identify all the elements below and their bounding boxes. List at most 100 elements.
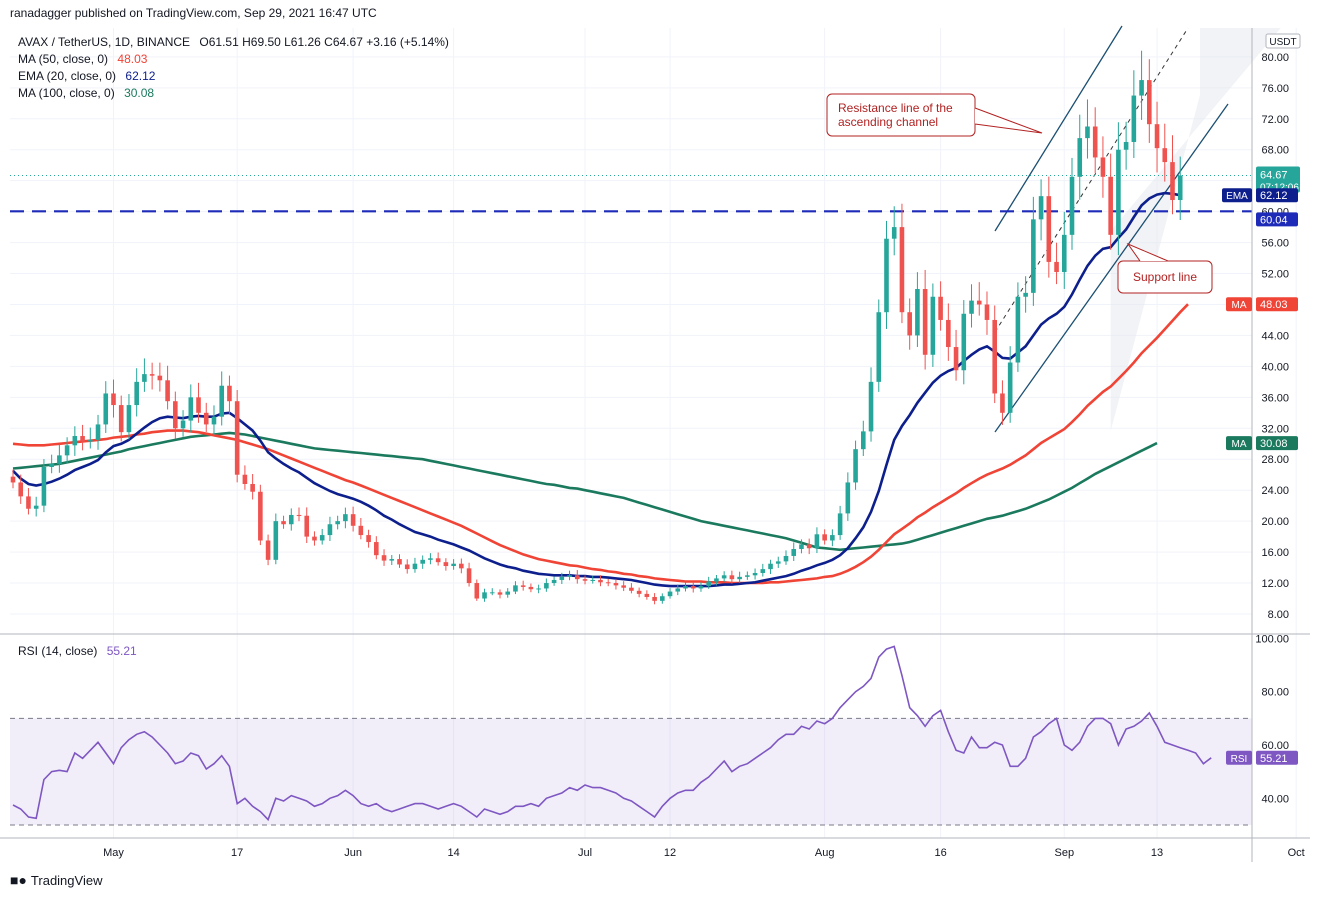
level-value-tag-bg bbox=[1256, 212, 1298, 227]
candle-body bbox=[714, 578, 719, 582]
candle-body bbox=[134, 381, 139, 406]
candle-body bbox=[961, 313, 967, 371]
candle-body bbox=[312, 536, 317, 541]
rsi-tick-label: 40.00 bbox=[1261, 793, 1289, 805]
candle-body bbox=[1139, 80, 1144, 96]
candle-body bbox=[930, 296, 936, 355]
countdown-tag: 07:12:06 bbox=[1260, 182, 1299, 193]
candle-body bbox=[428, 558, 433, 560]
candle-body bbox=[1092, 126, 1098, 158]
legend-ma50[interactable]: MA (50, close, 0) 48.03 bbox=[18, 52, 147, 66]
candle-body bbox=[660, 596, 665, 601]
candle-body bbox=[1054, 261, 1059, 272]
candle-body bbox=[891, 227, 897, 239]
brand-name: TradingView bbox=[30, 872, 103, 888]
candle-body bbox=[149, 374, 155, 376]
candle-body bbox=[976, 300, 982, 305]
candle-body bbox=[729, 575, 735, 580]
candle-body bbox=[366, 535, 371, 543]
legend-ema20[interactable]: EMA (20, close, 0) 62.12 bbox=[18, 69, 155, 83]
candle-body bbox=[203, 412, 209, 425]
candle-body bbox=[288, 514, 294, 525]
candle-body bbox=[621, 585, 626, 588]
candle-body bbox=[358, 525, 364, 536]
currency-box bbox=[1265, 33, 1301, 49]
ma50-value-tag: 48.03 bbox=[1260, 299, 1288, 311]
candle-body bbox=[1000, 393, 1005, 413]
candle-body bbox=[644, 593, 650, 597]
candle-body bbox=[706, 581, 711, 587]
y-tick-label: 56.00 bbox=[1261, 238, 1289, 250]
candle-body bbox=[567, 575, 572, 577]
horizontal-level bbox=[10, 174, 1252, 213]
candle-body bbox=[397, 559, 402, 565]
candle-body bbox=[922, 289, 928, 355]
candle-body bbox=[234, 401, 240, 475]
tradingview-logo[interactable]: ■● TradingView bbox=[10, 872, 102, 888]
candle-body bbox=[10, 476, 16, 483]
y-tick-label: 72.00 bbox=[1261, 114, 1289, 126]
rsi-band bbox=[10, 718, 1252, 825]
candle-body bbox=[915, 289, 920, 336]
rsi-label: RSI (14, close) bbox=[18, 644, 98, 658]
candle-body bbox=[636, 590, 642, 594]
candle-body bbox=[281, 521, 286, 525]
rsi-value-tag-bg bbox=[1256, 750, 1298, 765]
candle-body bbox=[698, 586, 704, 589]
ema-tag-name-bg bbox=[1222, 188, 1252, 203]
candle-body bbox=[845, 482, 851, 514]
x-tick-label: 12 bbox=[664, 847, 676, 859]
legend-symbol: AVAX / TetherUS, 1D, BINANCE O61.51 H69.… bbox=[18, 35, 449, 49]
candle-body bbox=[57, 455, 62, 464]
x-tick-label: 14 bbox=[447, 847, 459, 859]
legend-ma100[interactable]: MA (100, close, 0) 30.08 bbox=[18, 86, 154, 100]
ma50-value: 48.03 bbox=[117, 52, 148, 66]
channel-support-line bbox=[994, 103, 1229, 433]
candle-body bbox=[88, 439, 93, 442]
candle-body bbox=[1085, 126, 1090, 139]
candle-body bbox=[1147, 80, 1152, 125]
candle-body bbox=[489, 592, 495, 594]
candle-body bbox=[652, 596, 657, 601]
candle-body bbox=[111, 393, 116, 406]
ema20-label: EMA (20, close, 0) bbox=[18, 69, 117, 83]
candle-body bbox=[227, 385, 232, 402]
candle-body bbox=[1177, 175, 1183, 201]
level-value-tag: 60.04 bbox=[1260, 214, 1288, 226]
candle-body bbox=[126, 405, 132, 433]
candle-body bbox=[211, 416, 217, 425]
y-tick-label: 52.00 bbox=[1261, 269, 1289, 281]
ema-tag-name: EMA bbox=[1226, 191, 1248, 202]
axes: 8.00 12.00 16.00 20.00 24.00 28.00 32.00 36.00 4… bbox=[0, 28, 1310, 862]
candle-body bbox=[466, 568, 472, 584]
candle-body bbox=[103, 393, 109, 425]
candle-body bbox=[327, 524, 333, 536]
tradingview-icon: ■● bbox=[10, 872, 27, 888]
candle-body bbox=[319, 535, 325, 541]
rsi-value-tag: 55.21 bbox=[1260, 753, 1288, 765]
candle-body bbox=[737, 576, 742, 580]
legend-rsi[interactable]: RSI (14, close) 55.21 bbox=[18, 644, 137, 658]
candle-body bbox=[497, 592, 503, 595]
ema20-line bbox=[12, 191, 1181, 588]
y-tick-label: 68.00 bbox=[1261, 145, 1289, 157]
ma50-label: MA (50, close, 0) bbox=[18, 52, 109, 66]
candle-body bbox=[26, 496, 31, 509]
candle-body bbox=[992, 319, 998, 394]
ma50-value-tag-bg bbox=[1256, 297, 1298, 312]
x-tick-label: 17 bbox=[231, 847, 243, 859]
candle-body bbox=[768, 563, 773, 570]
candle-body bbox=[806, 544, 812, 549]
rsi-value: 55.21 bbox=[106, 644, 137, 658]
candle-body bbox=[412, 563, 418, 570]
y-tick-label: 28.00 bbox=[1261, 454, 1289, 466]
candle-body bbox=[1046, 196, 1052, 262]
candle-body bbox=[1108, 176, 1113, 235]
candle-body bbox=[343, 514, 348, 522]
channel-resistance-line bbox=[994, 25, 1123, 232]
candle-body bbox=[273, 521, 279, 560]
candle-body bbox=[953, 347, 959, 371]
candle-body bbox=[451, 563, 456, 567]
